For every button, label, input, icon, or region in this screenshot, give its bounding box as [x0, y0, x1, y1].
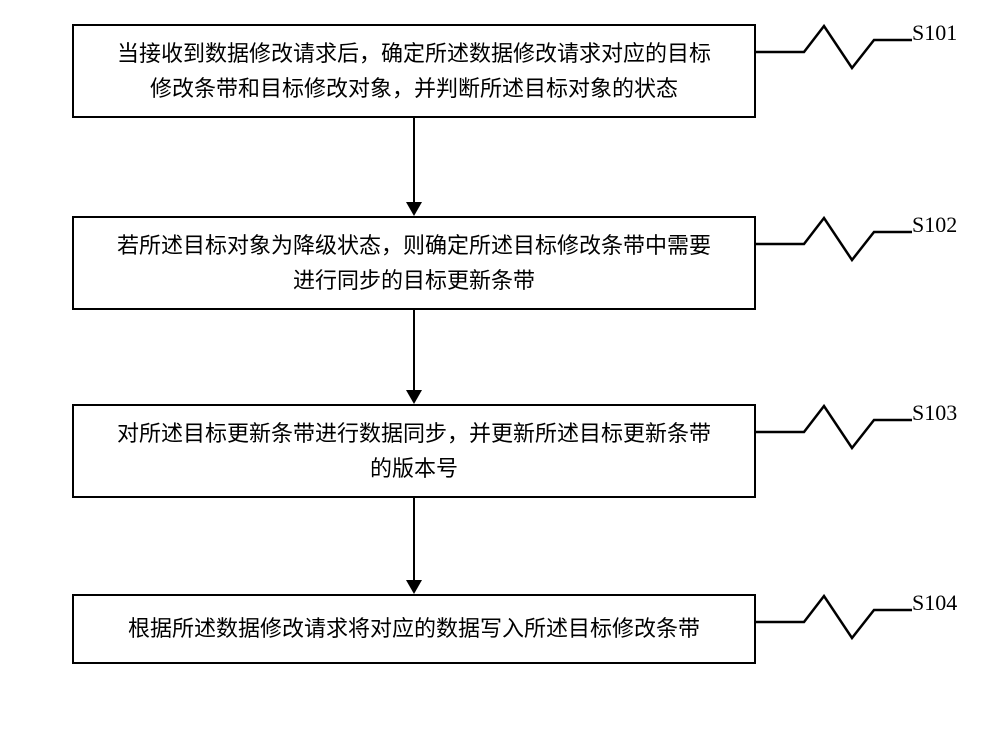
- step-label-s103: S103: [912, 400, 957, 426]
- zigzag-connector-s103: [756, 400, 916, 456]
- node-text-line: 修改条带和目标修改对象，并判断所述目标对象的状态: [150, 76, 678, 101]
- node-text-line: 对所述目标更新条带进行数据同步，并更新所述目标更新条带: [117, 421, 711, 446]
- node-text-line: 根据所述数据修改请求将对应的数据写入所述目标修改条带: [128, 616, 700, 641]
- arrow-s103-s104: [413, 498, 415, 580]
- step-label-s101: S101: [912, 20, 957, 46]
- node-s102: 若所述目标对象为降级状态，则确定所述目标修改条带中需要 进行同步的目标更新条带: [72, 216, 756, 310]
- node-text-line: 若所述目标对象为降级状态，则确定所述目标修改条带中需要: [117, 233, 711, 258]
- arrow-head-icon: [406, 390, 422, 404]
- zigzag-connector-s102: [756, 212, 916, 268]
- flowchart-container: 当接收到数据修改请求后，确定所述数据修改请求对应的目标 修改条带和目标修改对象，…: [0, 0, 1000, 729]
- node-s103: 对所述目标更新条带进行数据同步，并更新所述目标更新条带 的版本号: [72, 404, 756, 498]
- arrow-head-icon: [406, 202, 422, 216]
- node-s101-text: 当接收到数据修改请求后，确定所述数据修改请求对应的目标 修改条带和目标修改对象，…: [117, 36, 711, 106]
- arrow-head-icon: [406, 580, 422, 594]
- arrow-s102-s103: [413, 310, 415, 390]
- step-label-s102: S102: [912, 212, 957, 238]
- arrow-s101-s102: [413, 118, 415, 202]
- node-s104: 根据所述数据修改请求将对应的数据写入所述目标修改条带: [72, 594, 756, 664]
- node-s104-text: 根据所述数据修改请求将对应的数据写入所述目标修改条带: [128, 611, 700, 646]
- node-text-line: 当接收到数据修改请求后，确定所述数据修改请求对应的目标: [117, 41, 711, 66]
- node-s101: 当接收到数据修改请求后，确定所述数据修改请求对应的目标 修改条带和目标修改对象，…: [72, 24, 756, 118]
- zigzag-connector-s101: [756, 20, 916, 76]
- node-s103-text: 对所述目标更新条带进行数据同步，并更新所述目标更新条带 的版本号: [117, 416, 711, 486]
- step-label-s104: S104: [912, 590, 957, 616]
- node-s102-text: 若所述目标对象为降级状态，则确定所述目标修改条带中需要 进行同步的目标更新条带: [117, 228, 711, 298]
- zigzag-connector-s104: [756, 590, 916, 646]
- node-text-line: 的版本号: [370, 456, 458, 481]
- node-text-line: 进行同步的目标更新条带: [293, 268, 535, 293]
